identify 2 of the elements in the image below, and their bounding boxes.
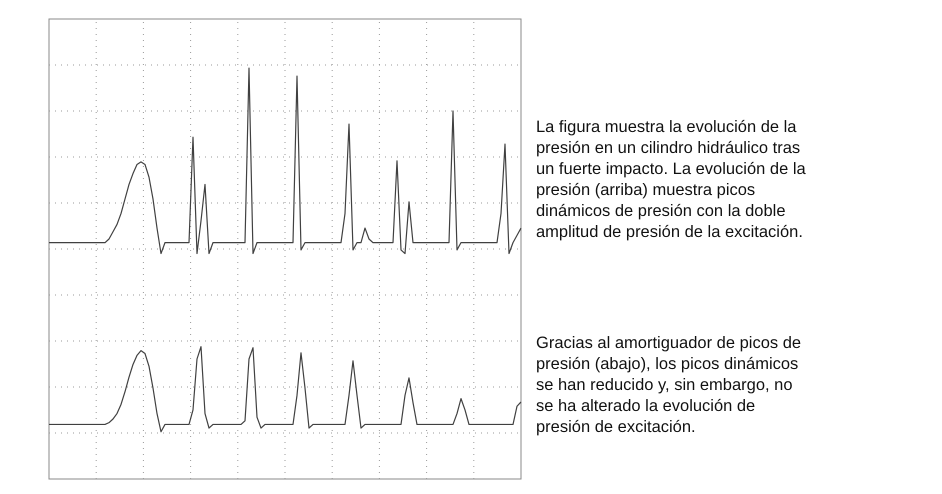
text: La figura muestra la evolución de la presión en un cilindro hidráulico tras un fuerte impacto. La evolución de la presión (arriba) muestra picos dinámicos de presión con la doble amplitud de presión de la excitación. xyxy=(536,118,806,241)
text: Gracias al amortiguador de picos de presión (abajo), los picos dinámicos se han reducido y, sin embargo, no se ha alterado la evolución de presión de excitación. xyxy=(536,334,802,436)
